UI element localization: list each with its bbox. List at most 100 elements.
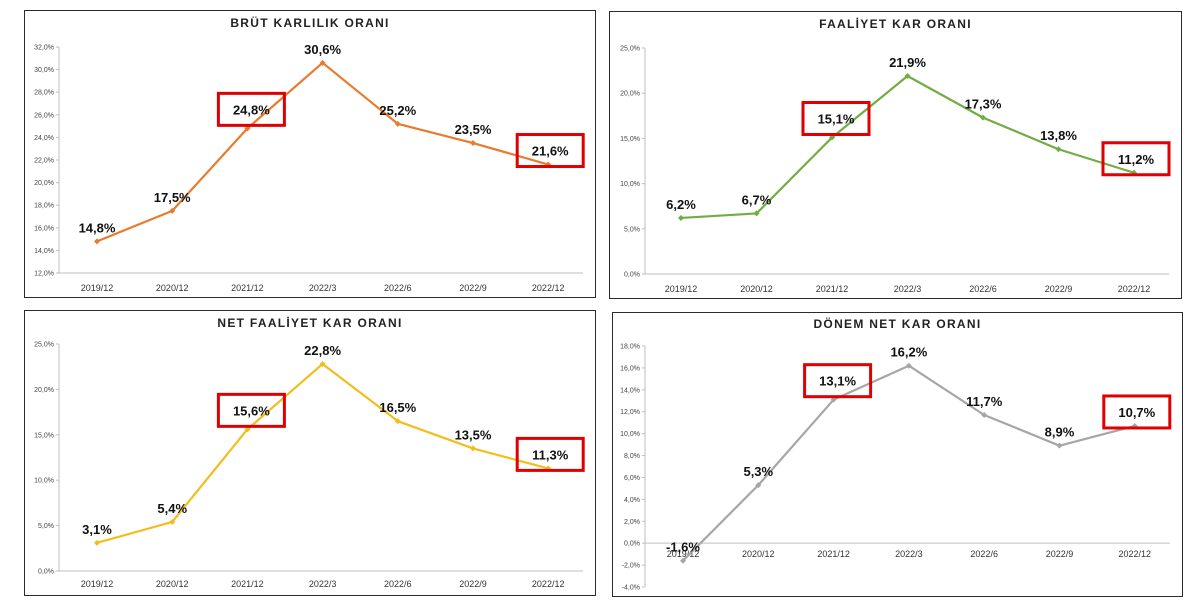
data-label: 13,1% bbox=[819, 374, 856, 389]
data-point-marker bbox=[755, 482, 762, 489]
y-tick-label: 20,0% bbox=[620, 91, 640, 98]
data-label: 11,3% bbox=[532, 447, 569, 462]
data-point-marker bbox=[244, 426, 251, 433]
highlight-box bbox=[216, 392, 286, 428]
y-tick-label: 16,0% bbox=[34, 225, 54, 232]
data-label: 25,2% bbox=[379, 103, 416, 118]
series-line bbox=[96, 362, 549, 544]
y-tick-label: 14,0% bbox=[34, 248, 54, 255]
y-tick-label: 16,0% bbox=[620, 365, 640, 372]
data-label: 3,1% bbox=[82, 522, 112, 537]
x-tick-label: 2019/12 bbox=[81, 283, 114, 293]
y-tick-label: 25,0% bbox=[620, 46, 640, 53]
chart-panel-net-faaliyet-kar: 0,0% 5,0% 10,0% 15,0% 20,0% 25,0% 2019/12 2020/… bbox=[24, 310, 596, 596]
data-point-marker bbox=[905, 362, 912, 369]
y-tick-label: 15,0% bbox=[620, 136, 640, 143]
data-label: 10,7% bbox=[1118, 405, 1155, 420]
x-tick-label: 2022/6 bbox=[970, 549, 998, 559]
data-label: 15,1% bbox=[818, 111, 855, 126]
data-point-marker bbox=[169, 518, 176, 525]
data-point-marker bbox=[394, 120, 401, 127]
data-point-marker bbox=[1056, 442, 1063, 449]
data-label: 8,9% bbox=[1045, 425, 1075, 440]
y-tick-label: 28,0% bbox=[34, 90, 54, 97]
y-tick-label: 12,0% bbox=[34, 271, 54, 278]
data-point-marker bbox=[319, 59, 326, 66]
x-tick-label: 2022/12 bbox=[532, 283, 565, 293]
data-label: 16,5% bbox=[379, 400, 416, 415]
chart-plot: 0,0% 5,0% 10,0% 15,0% 20,0% 25,0% 2019/12 2020/… bbox=[34, 342, 585, 589]
data-point-marker bbox=[904, 73, 911, 80]
x-tick-label: 2022/12 bbox=[1119, 549, 1152, 559]
data-point-marker bbox=[678, 214, 684, 221]
data-point-marker bbox=[680, 557, 686, 564]
chart-panel-brut-karlilik: 12,0% 14,0% 16,0% 18,0% 20,0% 22,0% 24,0% 26,0%… bbox=[24, 10, 596, 298]
data-label: 11,2% bbox=[1118, 152, 1155, 167]
chart-title: FAALİYET KAR ORANI bbox=[819, 17, 972, 31]
y-tick-label: 10,0% bbox=[620, 181, 640, 188]
data-label: 5,4% bbox=[157, 501, 187, 516]
highlight-box bbox=[216, 91, 286, 127]
data-label: 17,3% bbox=[965, 97, 1002, 112]
data-label: 11,7% bbox=[966, 394, 1003, 409]
data-label: 13,8% bbox=[1040, 128, 1077, 143]
y-tick-label: 32,0% bbox=[34, 45, 54, 52]
x-tick-label: 2019/12 bbox=[81, 579, 114, 589]
data-point-marker bbox=[319, 360, 326, 367]
highlight-box bbox=[1101, 141, 1171, 177]
data-label: 14,8% bbox=[79, 220, 116, 235]
y-tick-label: -2,0% bbox=[622, 563, 640, 570]
y-tick-label: 24,0% bbox=[34, 135, 54, 142]
y-tick-label: 18,0% bbox=[34, 203, 54, 210]
data-point-marker bbox=[470, 140, 476, 147]
x-tick-label: 2022/6 bbox=[384, 579, 412, 589]
data-point-marker bbox=[394, 418, 401, 425]
y-tick-label: 12,0% bbox=[620, 409, 640, 416]
data-point-marker bbox=[470, 445, 476, 452]
y-tick-label: 5,0% bbox=[38, 523, 54, 530]
x-tick-label: 2022/9 bbox=[1046, 549, 1074, 559]
y-tick-label: 0,0% bbox=[624, 272, 640, 279]
x-tick-label: 2019/12 bbox=[665, 284, 698, 294]
x-tick-label: 2021/12 bbox=[231, 579, 264, 589]
data-point-marker bbox=[169, 207, 176, 214]
data-label: 22,8% bbox=[304, 343, 341, 358]
y-tick-label: 25,0% bbox=[34, 342, 54, 349]
x-tick-label: 2022/6 bbox=[969, 284, 997, 294]
x-tick-label: 2022/9 bbox=[459, 579, 487, 589]
y-tick-label: 18,0% bbox=[620, 344, 640, 351]
x-tick-label: 2021/12 bbox=[231, 283, 264, 293]
data-label: 6,7% bbox=[742, 192, 772, 207]
highlight-box bbox=[515, 133, 585, 169]
y-tick-label: 0,0% bbox=[38, 569, 54, 576]
chart-title: NET FAALİYET KAR ORANI bbox=[217, 316, 403, 330]
x-tick-label: 2020/12 bbox=[156, 579, 189, 589]
x-tick-label: 2020/12 bbox=[156, 283, 189, 293]
x-tick-label: 2022/6 bbox=[384, 283, 412, 293]
y-tick-label: -4,0% bbox=[622, 585, 640, 592]
data-point-marker bbox=[94, 238, 100, 245]
y-tick-label: 5,0% bbox=[624, 226, 640, 233]
x-tick-label: 2022/3 bbox=[309, 579, 337, 589]
y-tick-label: 26,0% bbox=[34, 112, 54, 119]
data-point-marker bbox=[753, 210, 760, 217]
data-label: 16,2% bbox=[890, 345, 927, 360]
chart-plot: 12,0% 14,0% 16,0% 18,0% 20,0% 22,0% 24,0% 26,0%… bbox=[34, 42, 585, 293]
y-tick-label: 22,0% bbox=[34, 158, 54, 165]
data-label: 13,5% bbox=[455, 427, 492, 442]
y-tick-label: 15,0% bbox=[34, 432, 54, 439]
series-line bbox=[96, 61, 549, 243]
y-tick-label: 2,0% bbox=[624, 519, 640, 526]
data-label: 6,2% bbox=[666, 197, 696, 212]
chart-title: BRÜT KARLILIK ORANI bbox=[230, 16, 390, 30]
highlight-box bbox=[801, 100, 871, 136]
x-tick-label: 2022/9 bbox=[1045, 284, 1073, 294]
y-tick-label: 10,0% bbox=[34, 478, 54, 485]
x-tick-label: 2022/12 bbox=[532, 579, 565, 589]
data-label: 17,5% bbox=[154, 190, 191, 205]
data-label: 24,8% bbox=[233, 102, 270, 117]
highlight-box bbox=[803, 363, 873, 399]
x-tick-label: 2022/3 bbox=[894, 284, 922, 294]
y-tick-label: 10,0% bbox=[620, 431, 640, 438]
x-tick-label: 2022/12 bbox=[1118, 284, 1151, 294]
